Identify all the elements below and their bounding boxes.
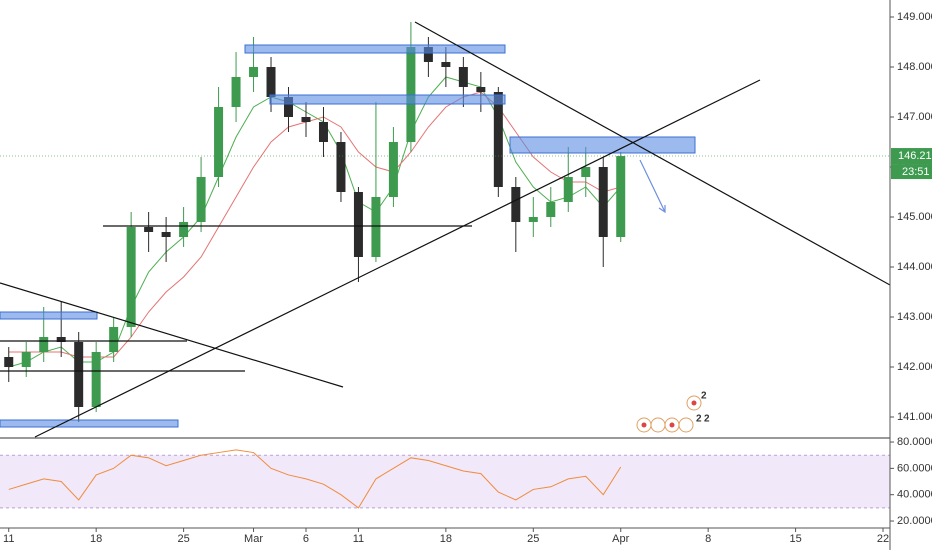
candle-body [493,92,503,187]
y-tick-label: 148.000 [897,61,932,73]
x-tick-label: Mar [244,533,263,545]
x-tick-label: 25 [527,533,539,545]
candle-body [546,202,556,217]
y-tick-label: 40.0000 [897,489,932,501]
y-tick-label: 20.0000 [897,515,932,527]
candle-body [528,217,538,222]
events [641,400,697,428]
x-tick-label: 22 [877,533,889,545]
axis-layer: 141.000142.000143.000144.000145.000146.0… [3,11,932,545]
arrow [639,159,666,213]
event-label: 2 [696,414,702,425]
rsi-band [0,455,890,508]
event-dot [641,422,647,428]
y-tick-label: 143.000 [897,311,932,323]
x-tick-label: 18 [440,533,452,545]
candle-body [266,67,276,97]
y-tick-label: 144.000 [897,261,932,273]
event-dot [669,422,675,428]
candle-body [161,232,171,237]
candle-body [336,142,346,192]
x-tick-label: Apr [612,533,629,545]
candle-body [21,352,31,367]
plot-layer [0,22,890,509]
trendline [414,21,891,286]
candle-body [388,142,398,197]
y-tick-label: 145.000 [897,211,932,223]
candle-body [563,177,573,202]
candle-body [56,337,66,342]
moving-average [8,76,622,368]
candle-body [249,67,259,77]
candle-body [91,352,101,407]
rsi-line [8,449,622,509]
candle-body [371,197,381,257]
zone [0,419,179,428]
y-tick-label: 147.000 [897,111,932,123]
zone [509,136,696,154]
trendline [0,282,344,388]
event-dot [691,400,697,406]
candle-body [231,77,241,107]
candle-body [476,87,486,92]
y-tick-label: 149.000 [897,11,932,23]
last-price-box [891,148,932,165]
arrow-head [658,205,666,214]
x-tick-label: 25 [177,533,189,545]
candle-body [318,122,328,142]
candle-body [616,156,626,237]
candle-body [214,107,224,177]
candle-body [144,227,154,232]
x-tick-label: 8 [705,533,711,545]
candle-body [441,62,451,67]
candle-body [458,67,468,87]
zone [0,311,98,320]
last-price-label: 146.219 [898,150,932,162]
y-tick-label: 142.000 [897,361,932,373]
x-tick-label: 15 [789,533,801,545]
candle-body [109,327,119,352]
zone [244,44,506,54]
moving-average [8,91,621,358]
candle-body [39,337,49,352]
candle-body [353,192,363,257]
zone [269,94,506,105]
candle-body [423,47,433,62]
candle-body [4,357,14,367]
trendline [34,79,761,438]
y-tick-label: 60.0000 [897,462,932,474]
x-tick-label: 18 [90,533,102,545]
event-icon [678,417,694,433]
countdown-box [891,164,932,180]
x-tick-label: 6 [303,533,309,545]
event-icon [650,417,666,433]
y-tick-label: 80.0000 [897,436,932,448]
candle-body [126,227,136,327]
drawings: 2 2 2 [0,21,891,438]
candle-body [74,342,84,407]
candle-body [179,222,189,237]
event-label: 2 [704,414,710,425]
candle-body [598,167,608,237]
candle-body [581,167,591,177]
candle-body [511,187,521,222]
candle-body [301,117,311,122]
x-tick-label: 11 [3,533,14,545]
countdown-label: 23:51 [902,166,930,178]
candle-body [196,177,206,222]
candle-body [284,97,294,117]
x-tick-label: 11 [353,533,364,545]
y-tick-label: 141.000 [897,411,932,423]
event-label: 2 [701,391,707,402]
